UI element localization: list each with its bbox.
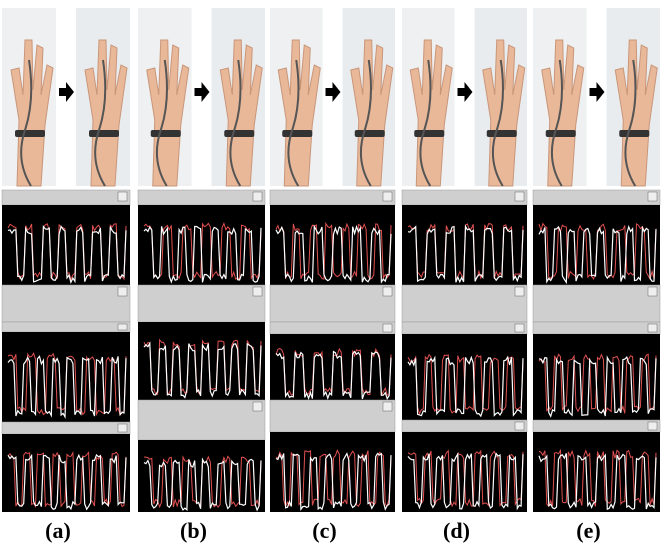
toolbar — [402, 190, 527, 205]
toolbar — [138, 285, 265, 322]
toolbar-button — [515, 422, 524, 430]
toolbar — [402, 285, 527, 322]
toolbar — [270, 285, 395, 322]
toolbar — [402, 420, 527, 432]
wrist-band — [546, 130, 576, 137]
toolbar — [533, 285, 660, 322]
toolbar — [270, 322, 395, 334]
toolbar-button — [118, 424, 127, 432]
toolbar — [138, 400, 265, 440]
wrist-band — [89, 130, 119, 137]
toolbar — [533, 190, 660, 205]
toolbar-button — [383, 402, 392, 411]
toolbar — [2, 190, 130, 205]
figure: (a) (b) (c) (d) (e) — [0, 0, 662, 545]
panel-label: (d) — [443, 518, 470, 543]
panel-label: (b) — [180, 518, 207, 543]
toolbar — [138, 190, 265, 205]
wrist-band — [15, 130, 45, 137]
toolbar-button — [118, 324, 127, 330]
toolbar-button — [383, 324, 392, 332]
toolbar-button — [253, 402, 262, 411]
wrist-band — [355, 130, 385, 137]
toolbar — [270, 400, 395, 432]
wrist-band — [414, 130, 444, 137]
panel-label: (e) — [576, 518, 600, 543]
toolbar-button — [648, 324, 657, 332]
toolbar-button — [118, 192, 127, 201]
toolbar-button — [253, 287, 262, 296]
toolbar-button — [648, 192, 657, 201]
toolbar — [402, 322, 527, 334]
wrist-band — [151, 130, 181, 137]
toolbar — [270, 190, 395, 205]
toolbar — [2, 285, 130, 322]
toolbar — [2, 422, 130, 434]
toolbar-button — [515, 287, 524, 296]
wrist-band — [619, 130, 649, 137]
wrist-band — [224, 130, 254, 137]
panel-label: (a) — [45, 518, 71, 543]
toolbar-button — [383, 287, 392, 296]
toolbar-button — [515, 324, 524, 332]
toolbar-button — [648, 422, 657, 430]
toolbar — [2, 322, 130, 332]
toolbar — [533, 322, 660, 334]
toolbar-button — [118, 287, 127, 296]
toolbar-button — [253, 192, 262, 201]
wrist-band — [282, 130, 312, 137]
toolbar-button — [648, 287, 657, 296]
toolbar-button — [383, 192, 392, 201]
panel-label: (c) — [312, 518, 336, 543]
wrist-band — [487, 130, 517, 137]
toolbar-button — [515, 192, 524, 201]
toolbar — [533, 420, 660, 432]
